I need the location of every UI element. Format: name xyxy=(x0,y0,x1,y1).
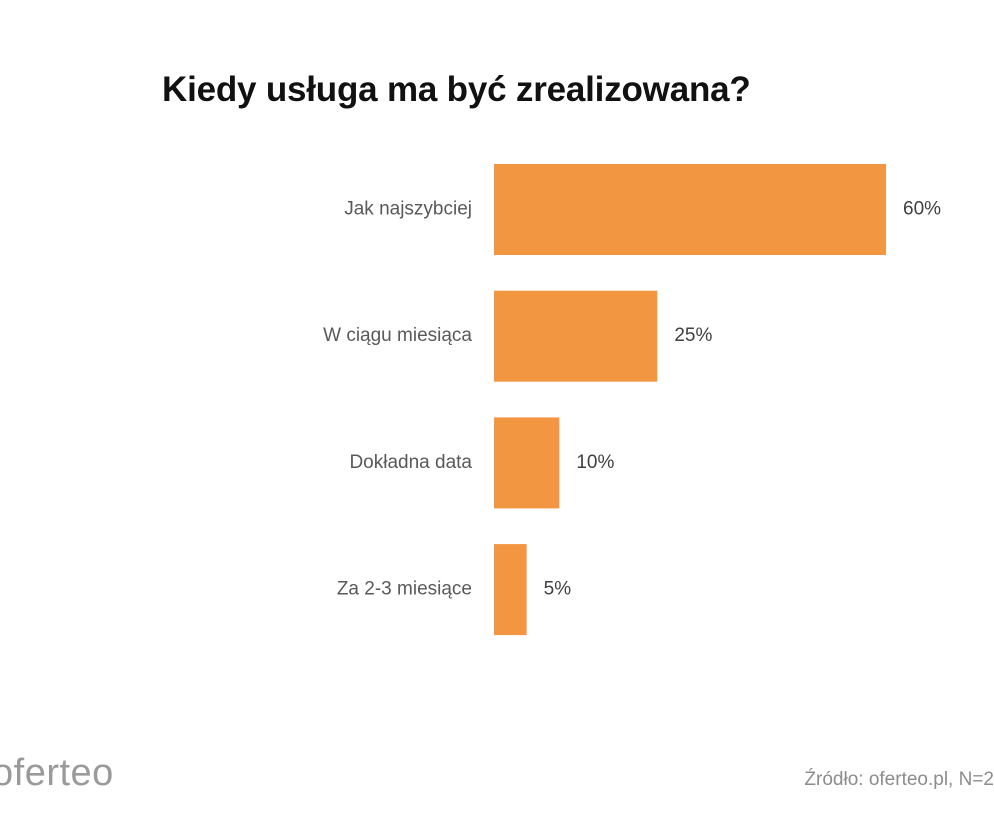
value-label: 25% xyxy=(674,325,712,346)
value-label: 10% xyxy=(576,452,614,473)
category-label: Jak najszybciej xyxy=(344,199,472,220)
bar xyxy=(494,164,886,255)
chart-title: Kiedy usługa ma być zrealizowana? xyxy=(162,70,751,109)
bar-chart: Jak najszybciej 60% W ciągu miesiąca 25% Dok… xyxy=(323,164,941,636)
value-label: 5% xyxy=(544,579,572,600)
bar xyxy=(494,290,658,382)
category-label: Za 2-3 miesiące xyxy=(337,579,472,600)
value-label: 60% xyxy=(903,199,941,220)
oferteo-logo: oferteo xyxy=(0,752,114,794)
category-label: W ciągu miesiąca xyxy=(323,325,472,346)
bar xyxy=(494,417,560,509)
bar xyxy=(494,544,527,636)
category-label: Dokładna data xyxy=(349,452,472,473)
source-note: Źródło: oferteo.pl, N=2 xyxy=(804,769,994,790)
